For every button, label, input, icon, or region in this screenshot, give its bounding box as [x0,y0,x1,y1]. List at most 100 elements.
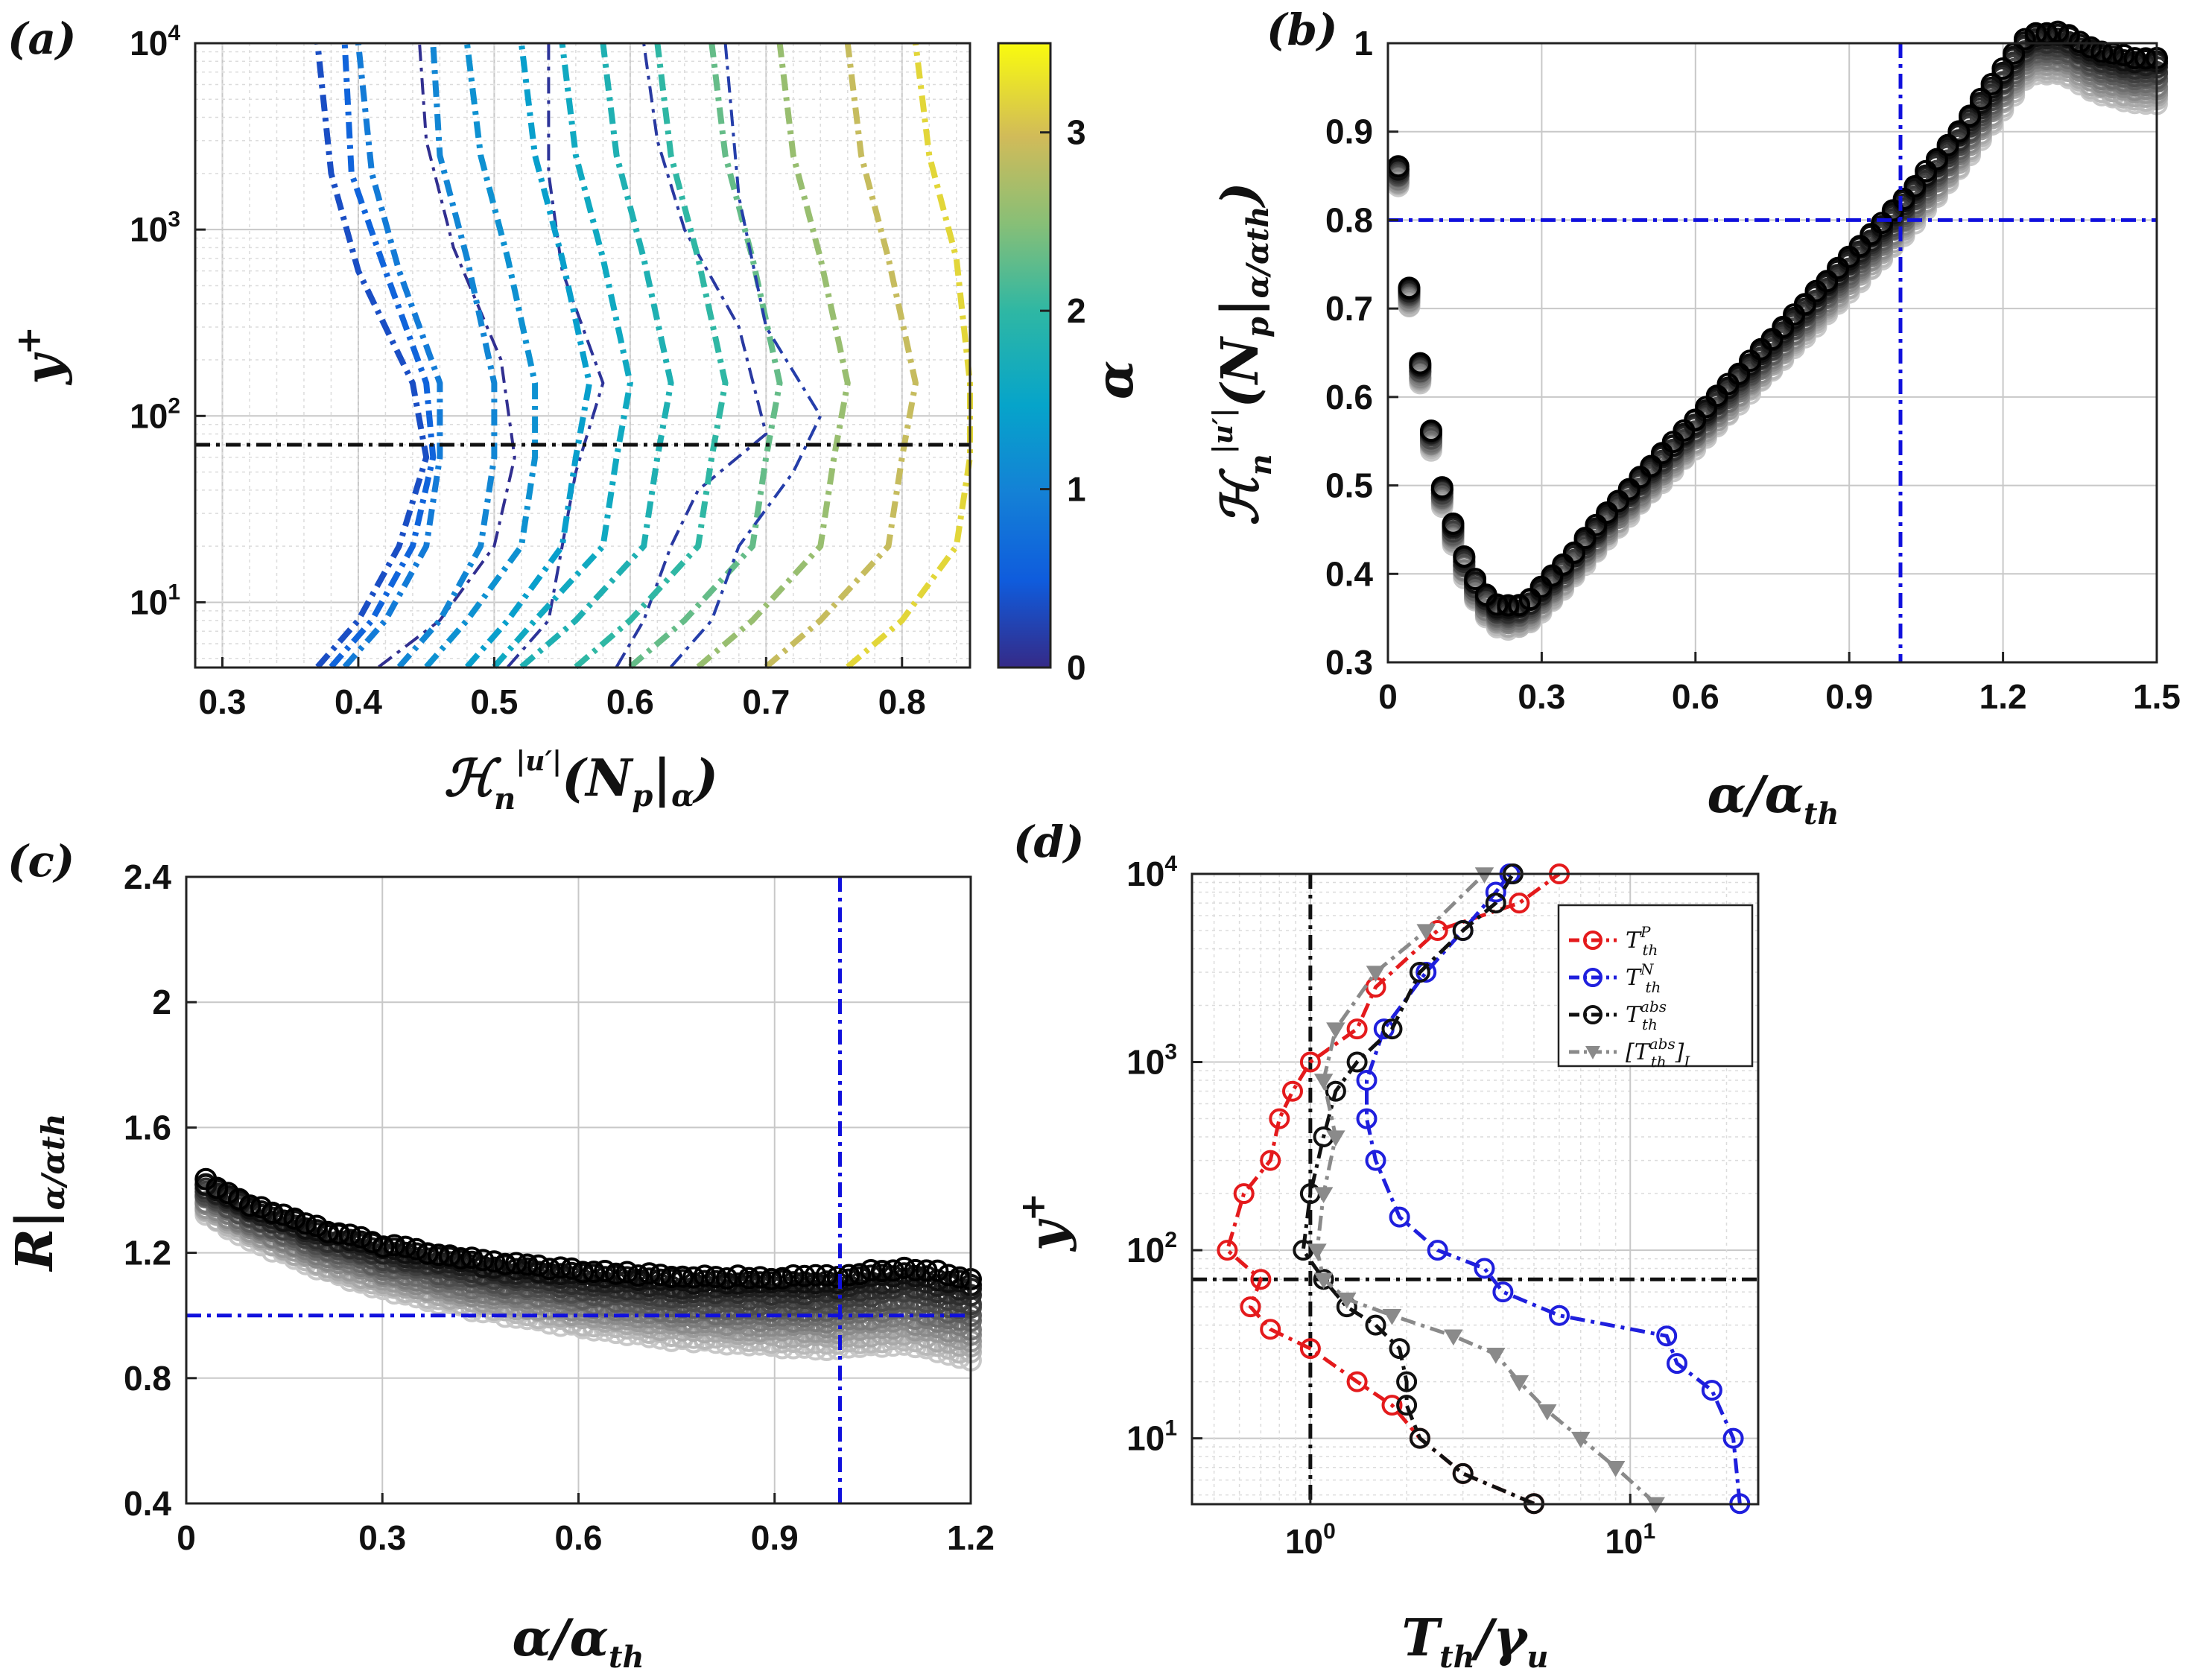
c-marker [560,1257,583,1280]
b-marker [1684,408,1707,431]
c-marker [871,1322,893,1345]
d-marker-1 [1427,1240,1448,1261]
c-marker [881,1259,904,1282]
c-marker [383,1234,406,1257]
d-ytick-label-0: 101 [1126,1416,1177,1458]
d-marker-1 [1701,1380,1722,1401]
c-marker [782,1264,805,1287]
c-marker [427,1243,450,1267]
a-profile-2 [342,42,443,669]
c-marker [483,1267,506,1290]
d-marker-2 [1485,893,1506,914]
d-marker-3 [1382,1308,1402,1325]
panel-a-frame [194,42,971,669]
cbar-tick-label-1: 1 [1067,470,1086,509]
c-marker [804,1338,827,1361]
b-marker [1640,454,1663,478]
c-ytick-label-1: 0.8 [124,1359,171,1398]
c-marker [760,1267,783,1290]
panel-b-xlabel: α/αth [1707,765,1839,831]
panel-d-refs [1192,874,1758,1504]
d-marker-3 [1326,1130,1345,1147]
b-marker [1573,527,1597,550]
c-marker [516,1253,539,1276]
d-marker-1 [1415,962,1437,983]
legend-marker-3 [1585,1046,1600,1059]
c-marker [782,1271,805,1294]
c-marker [871,1260,893,1282]
legend-label-1: TN th [1626,960,1661,996]
c-marker [527,1254,550,1277]
b-marker [1728,362,1751,385]
c-marker [660,1266,683,1288]
c-marker [438,1244,461,1267]
c-marker [317,1220,339,1243]
a-profile-4 [396,42,498,669]
d-marker-1 [1722,1427,1744,1449]
a-profile-8 [492,42,633,669]
d-marker-0 [1346,1371,1368,1392]
d-marker-0 [1299,1338,1321,1360]
c-marker [793,1277,816,1300]
c-marker [394,1241,417,1264]
cbar-tick-label-0: 0 [1067,648,1086,687]
legend-label-0: TP th [1626,923,1658,959]
c-marker [649,1264,672,1287]
colorbar-ticks: 0 1 2 3 [1040,113,1086,687]
d-marker-3 [1570,1431,1591,1448]
c-marker [394,1235,417,1258]
c-marker [915,1265,938,1288]
d-marker-2 [1452,920,1474,941]
c-marker [860,1259,883,1281]
b-xtick-label-0: 0 [1378,677,1398,716]
a-ytick-label-1: 102 [130,393,180,435]
a-ytick-label-2: 103 [130,207,180,249]
b-xtick-label-1: 0.3 [1518,677,1565,716]
d-marker-2 [1346,1051,1368,1073]
a-profile-16 [846,42,973,670]
d-marker-3 [1313,1187,1334,1204]
c-marker [238,1194,261,1217]
c-marker [272,1209,295,1232]
c-xtick-label-2: 0.6 [555,1518,603,1557]
c-marker [749,1266,772,1289]
c-marker [815,1270,838,1293]
b-marker [1816,270,1839,293]
d-marker-3 [1486,1347,1506,1364]
b-marker [1991,57,2014,80]
b-marker [1518,588,1541,611]
b-marker [1915,159,1938,183]
d-marker-1 [1667,1353,1687,1375]
d-xtick-label-0: 100 [1285,1519,1336,1561]
a-xtick-label-2: 0.5 [470,682,518,721]
panel-b-refs [1388,43,2157,662]
c-marker [283,1207,306,1230]
c-marker [627,1264,650,1287]
c-marker [826,1272,849,1294]
c-marker [915,1271,938,1294]
c-marker [504,1252,527,1275]
c-marker [250,1196,273,1219]
a-profile-13 [670,42,822,668]
b-xtick-label-4: 1.2 [1979,677,2027,716]
a-profile-11 [574,42,729,670]
b-marker [2134,47,2158,70]
c-marker [494,1252,517,1275]
legend-marker-2 [1583,1005,1602,1024]
colorbar [997,42,1052,669]
c-marker [904,1258,927,1281]
panel-a-ylabel: y+ [8,326,74,386]
legend-label-2: Tabs th [1626,998,1667,1033]
d-marker-3 [1307,1243,1327,1261]
b-marker [1980,72,2003,95]
c-marker [704,1266,727,1289]
c-xtick-label-4: 1.2 [947,1518,995,1557]
d-marker-3 [1444,1329,1463,1346]
b-marker [1705,384,1728,408]
c-marker [704,1292,727,1315]
d-ytick-label-2: 103 [1126,1040,1177,1082]
c-marker [327,1222,350,1245]
